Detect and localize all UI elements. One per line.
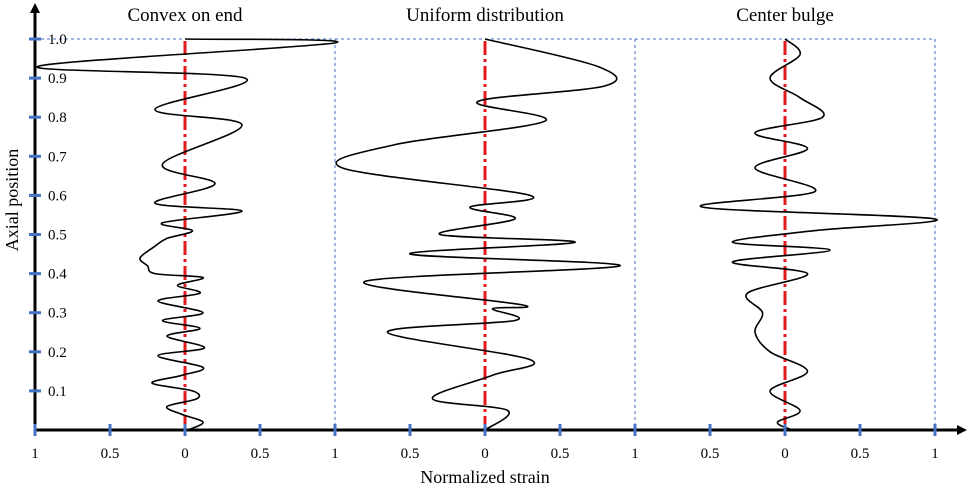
x-tick-label: 0 (781, 446, 789, 462)
y-tick-label: 1.0 (48, 32, 67, 48)
y-axis-title: Axial position (2, 149, 22, 252)
y-tick-label: 0.6 (48, 188, 67, 204)
strain-curve-1 (36, 38, 339, 431)
x-tick-label: 0.5 (101, 446, 120, 462)
panel-titles: Convex on end Uniform distribution Center … (127, 5, 833, 26)
x-tick-label: 0 (181, 446, 189, 462)
strain-curves (36, 38, 939, 431)
x-ticks: 1 0.5 0 0.5 1 0.5 0 0.5 1 0.5 0 0.5 1 (31, 424, 939, 462)
y-tick-label: 0.4 (48, 267, 67, 283)
panel-title-2: Uniform distribution (406, 5, 564, 26)
x-tick-label: 1 (631, 446, 639, 462)
panel-title-1: Convex on end (127, 5, 243, 26)
center-lines (183, 39, 787, 430)
x-axis-title: Normalized strain (420, 467, 549, 487)
y-tick-label: 0.9 (48, 71, 67, 87)
x-tick-label: 0.5 (701, 446, 720, 462)
y-tick-label: 0.2 (48, 345, 67, 361)
strain-curve-2 (335, 38, 621, 431)
panel-title-3: Center bulge (736, 5, 834, 26)
x-tick-label: 0.5 (251, 446, 270, 462)
y-tick-label: 0.8 (48, 110, 67, 126)
y-tick-label: 0.7 (48, 149, 67, 165)
y-ticks: 0.1 0.2 0.3 0.4 0.5 0.6 0.7 0.8 0.9 1.0 (29, 32, 67, 400)
x-tick-label: 0.5 (851, 446, 870, 462)
y-tick-label: 0.3 (48, 306, 67, 322)
x-tick-label: 0 (481, 446, 489, 462)
x-tick-label: 1 (931, 446, 939, 462)
y-tick-label: 0.5 (48, 228, 67, 244)
x-tick-label: 0.5 (401, 446, 420, 462)
x-tick-label: 1 (31, 446, 39, 462)
x-tick-label: 1 (331, 446, 339, 462)
strain-curve-3 (699, 38, 939, 431)
y-tick-label: 0.1 (48, 384, 67, 400)
x-tick-label: 0.5 (551, 446, 570, 462)
